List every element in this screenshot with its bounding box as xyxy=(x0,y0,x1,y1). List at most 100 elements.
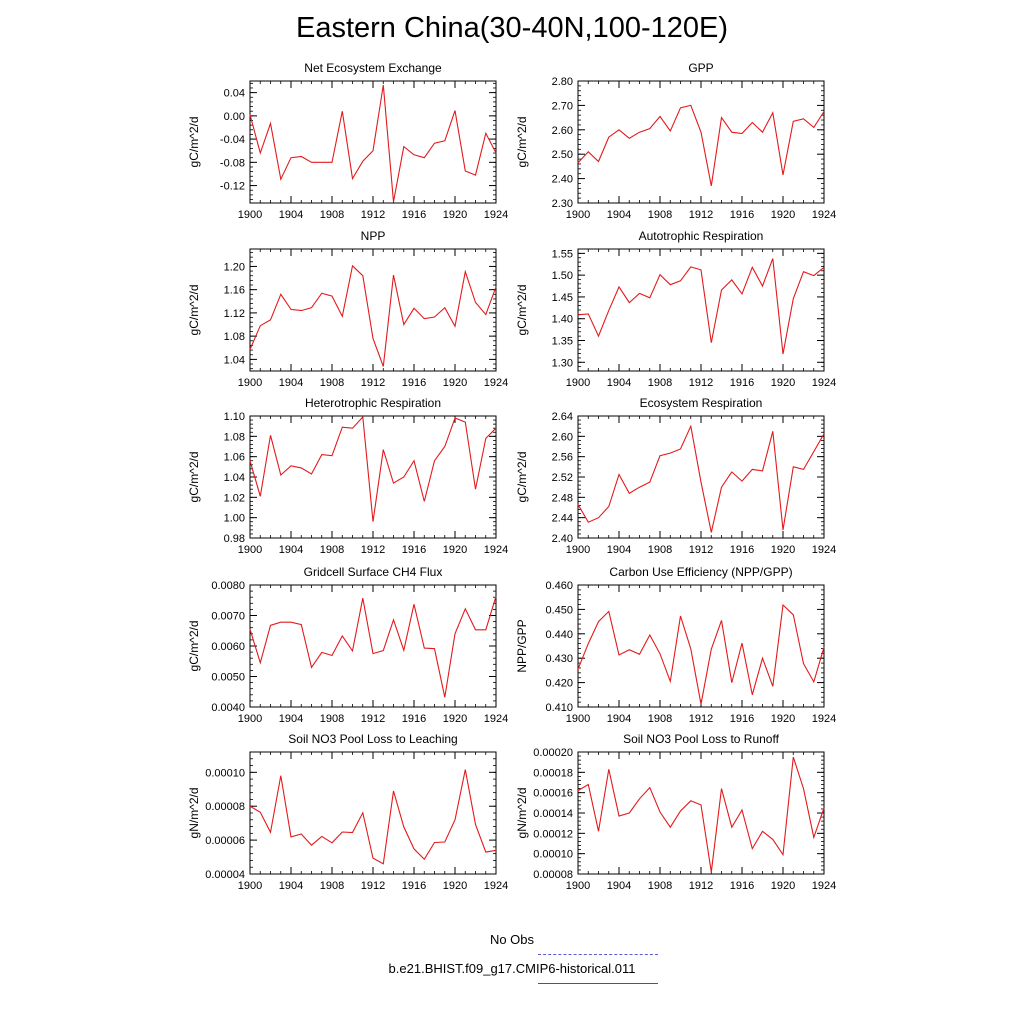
x-tick-label: 1908 xyxy=(320,209,344,221)
x-tick-label: 1924 xyxy=(484,377,508,389)
y-tick-label: -0.08 xyxy=(220,157,245,169)
y-tick-label: 1.30 xyxy=(552,357,573,369)
plot-frame xyxy=(577,80,825,204)
x-tick-label: 1916 xyxy=(402,209,426,221)
x-tick-label: 1920 xyxy=(771,209,795,221)
series-line xyxy=(249,769,497,865)
x-tick-label: 1916 xyxy=(730,713,754,725)
chart-panel-2: GPP gC/m^2/d 1900 1904 1908 1912 1916 1920 1924 2… xyxy=(515,61,836,221)
y-axis-label: gC/m^2/d xyxy=(187,452,201,503)
y-axis-label: gC/m^2/d xyxy=(187,621,201,672)
x-tick-label: 1904 xyxy=(279,713,303,725)
x-tick-label: 1900 xyxy=(566,377,590,389)
x-tick-label: 1920 xyxy=(443,377,467,389)
figure-title: Eastern China(30-40N,100-120E) xyxy=(295,12,729,44)
x-tick-label: 1924 xyxy=(812,544,836,556)
y-tick-label: 1.10 xyxy=(224,411,245,423)
y-tick-label: -0.04 xyxy=(220,134,245,146)
x-tick-label: 1916 xyxy=(402,544,426,556)
y-tick-label: 2.80 xyxy=(552,76,573,88)
chart-panel-8: Carbon Use Efficiency (NPP/GPP) NPP/GPP 19… xyxy=(515,565,836,725)
y-tick-label: 1.20 xyxy=(224,261,245,273)
x-tick-label: 1924 xyxy=(484,209,508,221)
x-tick-label: 1908 xyxy=(648,713,672,725)
x-tick-label: 1904 xyxy=(279,209,303,221)
plot-frame xyxy=(577,584,825,708)
x-tick-label: 1904 xyxy=(279,880,303,892)
x-tick-label: 1916 xyxy=(730,544,754,556)
x-tick-label: 1900 xyxy=(566,713,590,725)
y-tick-label: 0.00008 xyxy=(205,801,245,813)
y-tick-label: 0.98 xyxy=(224,533,245,545)
y-tick-label: 0.00008 xyxy=(533,869,573,881)
y-tick-label: 0.440 xyxy=(545,629,573,641)
x-tick-label: 1924 xyxy=(484,544,508,556)
y-tick-label: 0.460 xyxy=(545,580,573,592)
panel-title: Gridcell Surface CH4 Flux xyxy=(304,565,443,579)
x-tick-label: 1912 xyxy=(361,713,385,725)
x-tick-label: 1924 xyxy=(484,713,508,725)
y-tick-label: 2.70 xyxy=(552,100,573,112)
plot-frame xyxy=(249,584,497,708)
y-tick-label: 0.04 xyxy=(224,88,245,100)
y-tick-label: 2.60 xyxy=(552,125,573,137)
y-tick-label: 1.16 xyxy=(224,285,245,297)
y-tick-label: 2.64 xyxy=(552,411,573,423)
x-tick-label: 1908 xyxy=(648,377,672,389)
x-tick-label: 1904 xyxy=(607,377,631,389)
x-tick-label: 1920 xyxy=(771,713,795,725)
x-tick-label: 1904 xyxy=(607,544,631,556)
series-line xyxy=(577,424,825,533)
y-tick-label: 0.00004 xyxy=(205,869,245,881)
x-tick-label: 1916 xyxy=(730,880,754,892)
y-tick-label: 0.430 xyxy=(545,653,573,665)
x-tick-label: 1912 xyxy=(689,713,713,725)
y-axis-label: gC/m^2/d xyxy=(187,285,201,336)
x-tick-label: 1924 xyxy=(812,377,836,389)
x-tick-label: 1916 xyxy=(402,880,426,892)
x-tick-label: 1924 xyxy=(812,880,836,892)
y-tick-label: 0.00 xyxy=(224,111,245,123)
legend-obs-line xyxy=(538,954,658,955)
x-tick-label: 1908 xyxy=(320,544,344,556)
y-tick-label: 2.48 xyxy=(552,492,573,504)
x-tick-label: 1920 xyxy=(771,544,795,556)
x-tick-label: 1900 xyxy=(238,880,262,892)
x-tick-label: 1924 xyxy=(812,713,836,725)
y-tick-label: 1.00 xyxy=(224,513,245,525)
y-tick-label: 2.40 xyxy=(552,533,573,545)
y-tick-label: 2.40 xyxy=(552,174,573,186)
y-tick-label: 0.00016 xyxy=(533,788,573,800)
chart-panel-6: Ecosystem Respiration gC/m^2/d 1900 1904 190… xyxy=(515,396,836,556)
y-tick-label: 0.00014 xyxy=(533,808,573,820)
chart-panel-10: Soil NO3 Pool Loss to Runoff gN/m^2/d 1900… xyxy=(515,732,836,892)
series-line xyxy=(577,258,825,355)
y-tick-label: 2.52 xyxy=(552,472,573,484)
y-tick-label: 0.00010 xyxy=(533,849,573,861)
x-tick-label: 1904 xyxy=(607,880,631,892)
x-tick-label: 1900 xyxy=(238,377,262,389)
chart-panel-5: Heterotrophic Respiration gC/m^2/d 1900 190… xyxy=(187,396,508,556)
y-tick-label: 0.0050 xyxy=(211,672,245,684)
y-tick-label: 2.30 xyxy=(552,198,573,210)
x-tick-label: 1900 xyxy=(566,209,590,221)
panel-title: Soil NO3 Pool Loss to Runoff xyxy=(623,732,780,746)
y-tick-label: 1.12 xyxy=(224,308,245,320)
y-tick-label: 2.56 xyxy=(552,452,573,464)
y-tick-label: 2.44 xyxy=(552,513,573,525)
x-tick-label: 1900 xyxy=(566,544,590,556)
series-line xyxy=(249,85,497,202)
series-line xyxy=(249,264,497,367)
plot-frame xyxy=(577,248,825,372)
x-tick-label: 1920 xyxy=(443,713,467,725)
x-tick-label: 1916 xyxy=(402,713,426,725)
panel-title: Ecosystem Respiration xyxy=(640,396,763,410)
x-tick-label: 1908 xyxy=(648,880,672,892)
panel-title: NPP xyxy=(361,229,386,243)
y-tick-label: 2.60 xyxy=(552,431,573,443)
x-tick-label: 1912 xyxy=(361,544,385,556)
x-tick-label: 1920 xyxy=(443,880,467,892)
x-tick-label: 1920 xyxy=(771,880,795,892)
chart-panel-3: NPP gC/m^2/d 1900 1904 1908 1912 1916 1920 1924 1… xyxy=(187,229,508,389)
chart-panel-7: Gridcell Surface CH4 Flux gC/m^2/d 1900 190… xyxy=(187,565,508,725)
